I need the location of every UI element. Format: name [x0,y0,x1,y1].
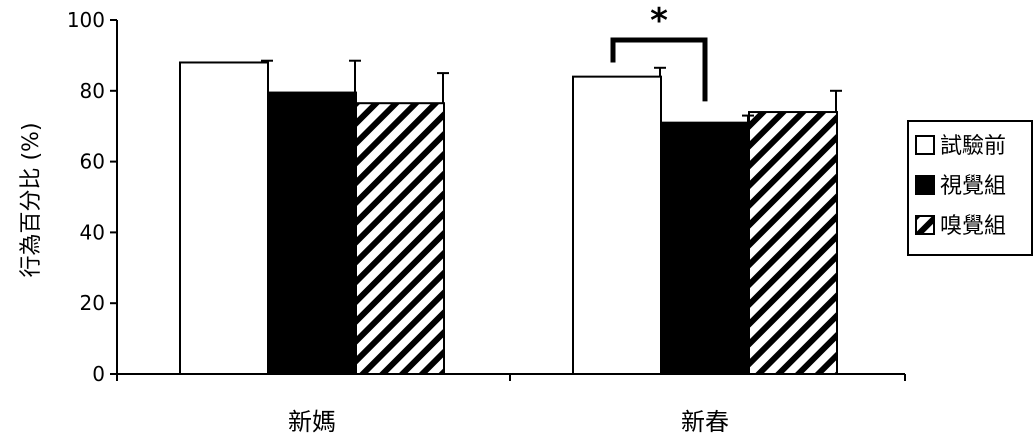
legend-swatch [915,215,935,235]
y-tick-label: 80 [80,79,105,103]
bar-olfactory [355,102,445,375]
significance-markers: * [610,1,708,102]
legend-label: 視覺組 [940,174,1006,199]
bar-visual [660,121,750,375]
bar-olfactory [748,111,838,375]
category-label: 新春 [681,408,729,436]
error-bars [261,59,842,123]
category-label: 新媽 [288,408,336,436]
bars [179,61,838,375]
legend-swatch [915,175,935,195]
y-tick-label: 100 [67,8,105,32]
significance-bracket [610,37,708,102]
legend-swatch [915,135,935,155]
legend-label: 試驗前 [940,134,1006,159]
y-tick-label: 0 [92,362,105,386]
bar-pretest [179,61,269,375]
bar-pretest [572,75,662,375]
category-labels: 新媽 新春 [288,408,729,436]
y-axis-label: 行為百分比 (%) [19,122,44,277]
x-ticks [116,374,906,381]
legend-label: 嗅覺組 [940,214,1006,239]
y-ticks: 0 20 40 60 80 100 [67,8,117,386]
bar-visual [267,91,357,375]
significance-star: * [650,1,668,41]
y-tick-label: 40 [80,220,105,244]
y-tick-label: 60 [80,150,105,174]
y-tick-label: 20 [80,291,105,315]
